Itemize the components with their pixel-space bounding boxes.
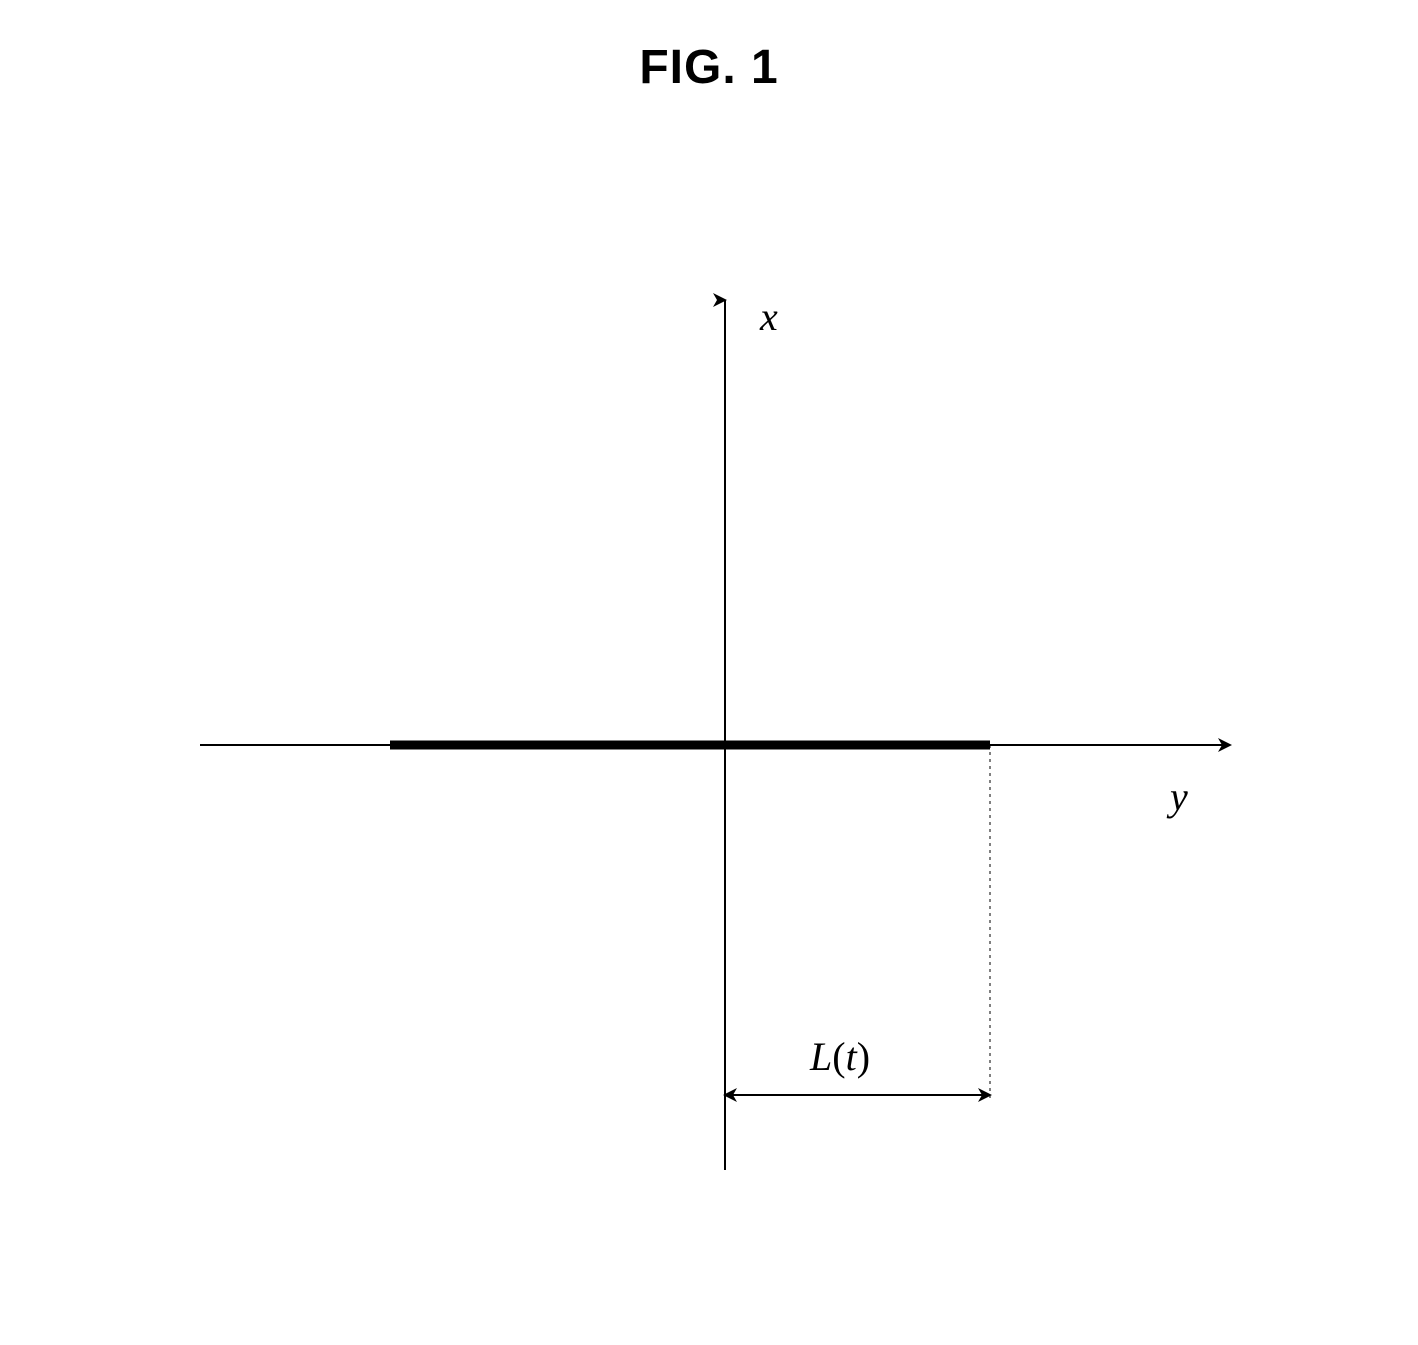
dimension-label: L(t) [809,1034,870,1079]
figure-title: FIG. 1 [639,40,778,95]
y-axis-label: y [1166,774,1188,819]
diagram-svg: x y L(t) [170,280,1250,1190]
axes-diagram: x y L(t) [170,280,1250,1190]
x-axis-label: x [759,294,778,339]
